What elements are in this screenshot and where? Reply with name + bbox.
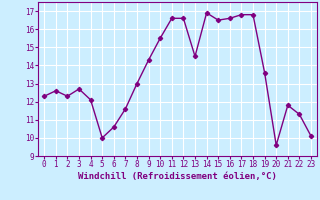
X-axis label: Windchill (Refroidissement éolien,°C): Windchill (Refroidissement éolien,°C)	[78, 172, 277, 181]
